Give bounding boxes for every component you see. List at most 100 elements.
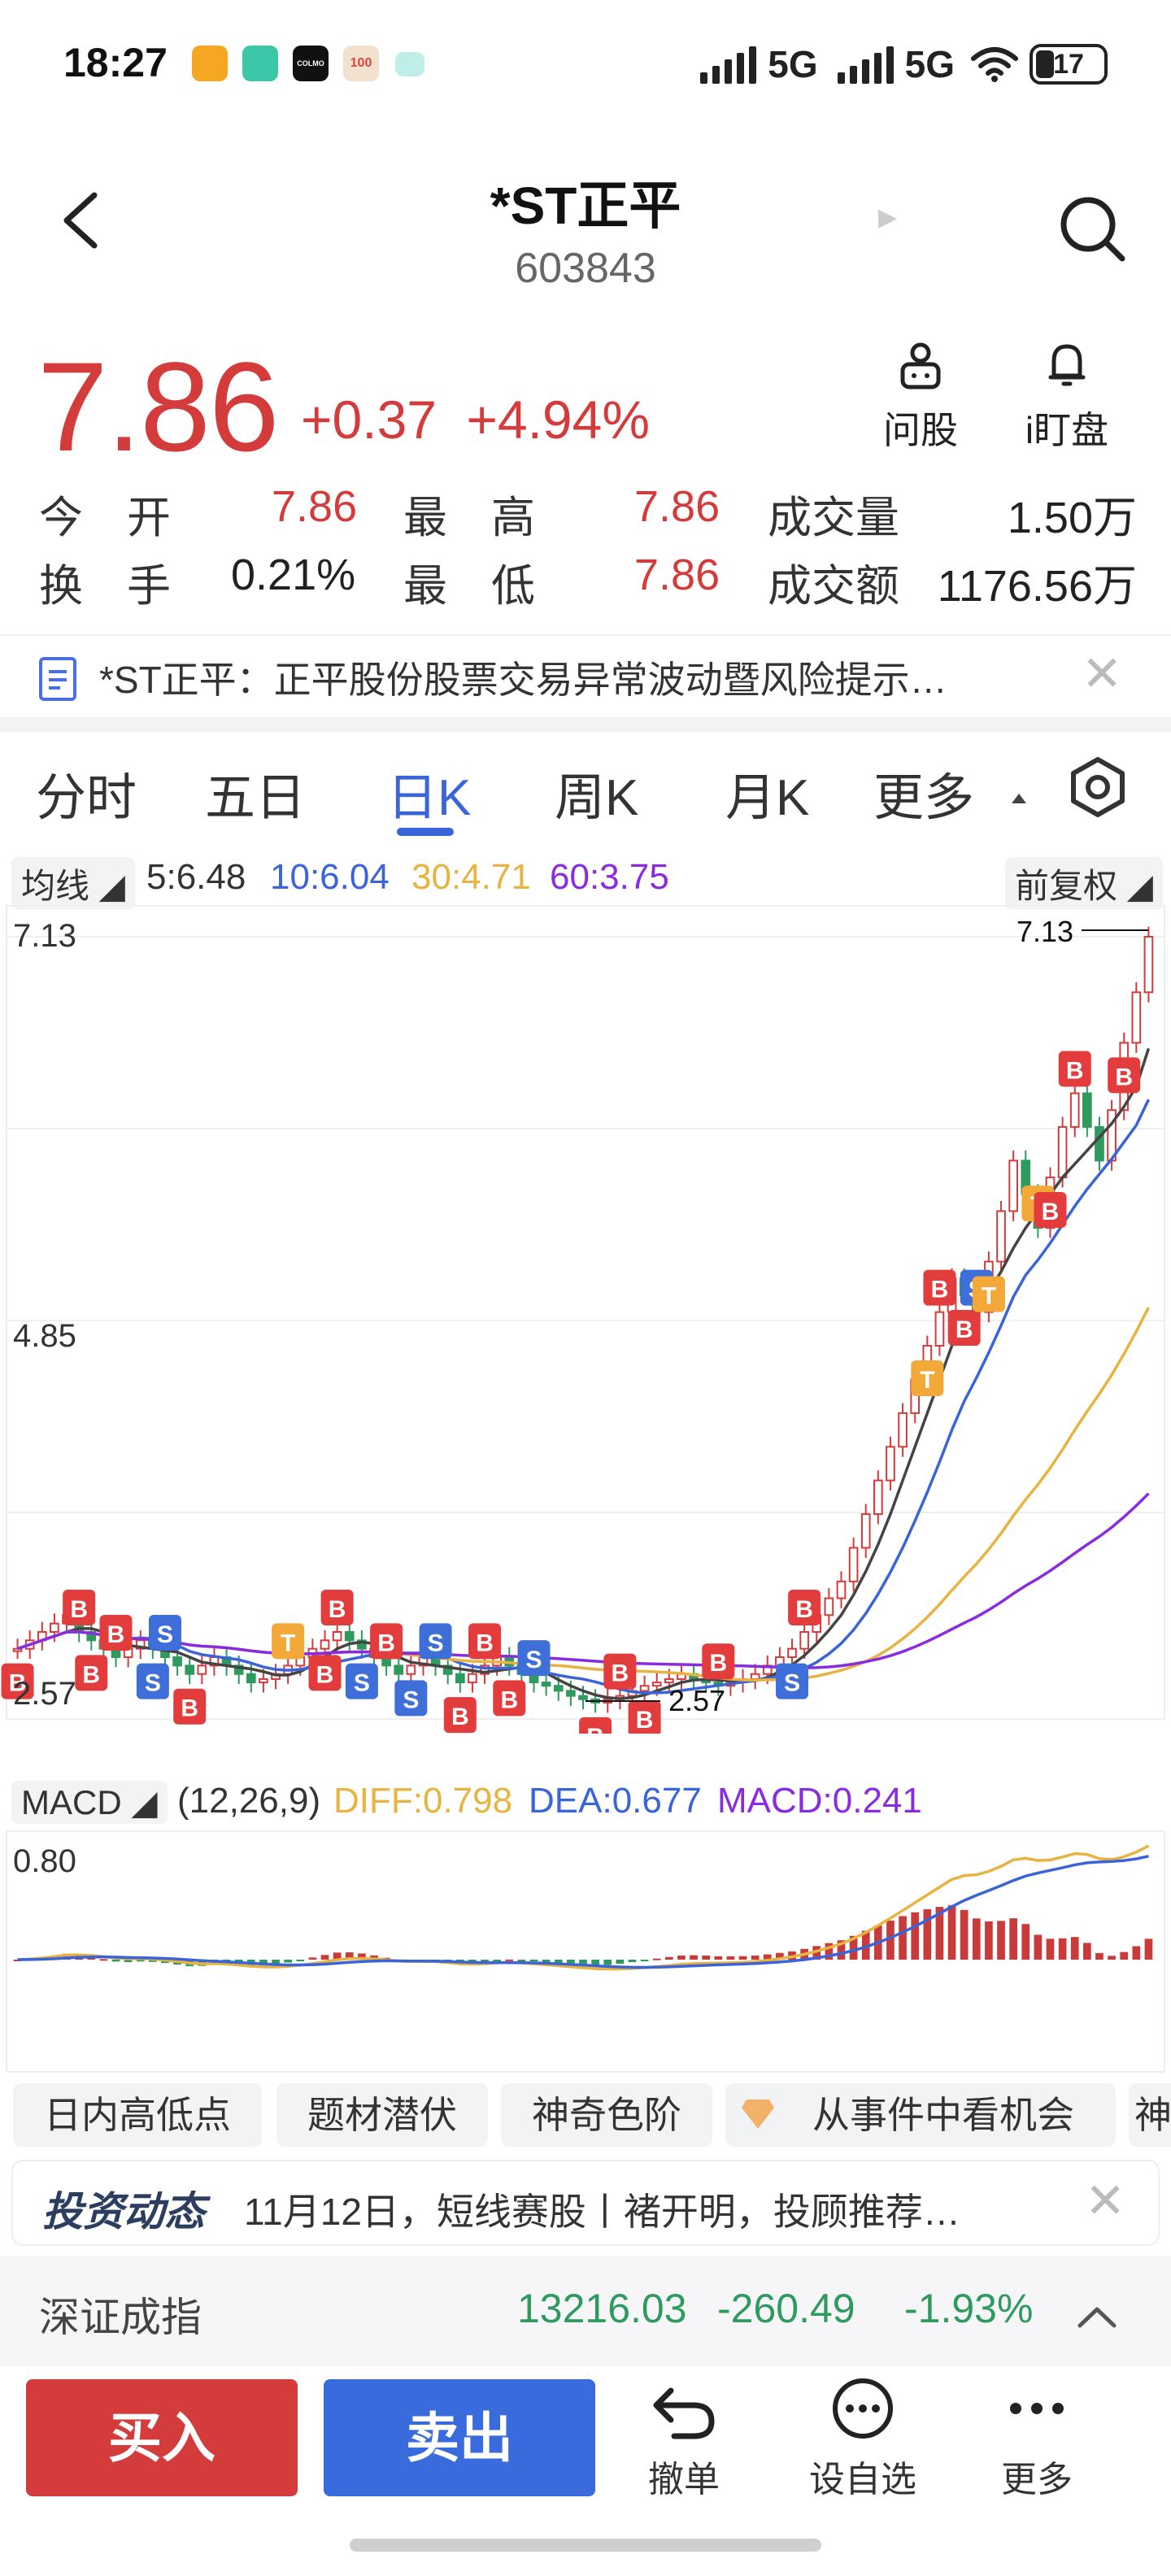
announcement-banner[interactable]: *ST正平：正平股份股票交易异常波动暨风险提示… ✕: [0, 634, 1171, 717]
buy-button[interactable]: 买入: [26, 2379, 298, 2496]
macd-bar: [726, 1956, 735, 1960]
macd-bar: [149, 1960, 157, 1962]
trade-marker: [776, 1663, 809, 1699]
adjust-selector[interactable]: 前复权 ◢: [1005, 857, 1163, 910]
candle: [455, 1673, 465, 1684]
candle: [1008, 1160, 1018, 1212]
x-axis-start: 2025-06-23: [13, 1728, 180, 1734]
chip-color-scale[interactable]: 神奇色阶: [501, 2083, 712, 2147]
macd-bar: [899, 1916, 907, 1960]
macd-bar: [554, 1960, 563, 1964]
trade-marker: [1, 1663, 34, 1699]
trade-marker: [911, 1360, 944, 1397]
macd-bar: [1108, 1956, 1116, 1960]
candle: [1131, 991, 1142, 1044]
tab-daily-k[interactable]: 日K: [387, 770, 472, 826]
candle: [787, 1647, 797, 1659]
cancel-order-button[interactable]: 撤单: [623, 2376, 745, 2502]
trade-marker-label: B: [709, 1650, 727, 1677]
ma5-value: 5:6.48: [146, 857, 246, 897]
tab-five-day[interactable]: 五日: [205, 770, 307, 826]
trade-marker: [75, 1655, 108, 1691]
chip-more[interactable]: 神: [1129, 2083, 1171, 2147]
macd-bar: [812, 1946, 821, 1960]
tab-intraday[interactable]: 分时: [36, 770, 137, 826]
trade-marker: [63, 1589, 96, 1625]
more-button[interactable]: 更多: [976, 2376, 1098, 2502]
index-ticker[interactable]: 深证成指 13216.03 -260.49 -1.93%: [0, 2265, 1171, 2366]
price-change: +0.37 +4.94%: [301, 389, 650, 450]
macd-bar: [542, 1960, 551, 1963]
candle: [406, 1664, 416, 1675]
candle: [320, 1639, 330, 1650]
trade-marker-label: B: [70, 1596, 88, 1623]
ma-line: [16, 1492, 1150, 1669]
candle: [233, 1664, 244, 1675]
add-watchlist-button[interactable]: 设自选: [802, 2376, 924, 2502]
trade-marker: [468, 1623, 502, 1660]
candle: [197, 1664, 207, 1675]
candle: [566, 1690, 576, 1697]
chip-theme[interactable]: 题材潜伏: [276, 2083, 488, 2147]
macd-bar: [1132, 1946, 1141, 1960]
ma-legend: 均线 ◢ 5:6.48 10:6.04 30:4.71 60:3.75 前复权 …: [0, 851, 1171, 910]
macd-bar: [825, 1943, 834, 1960]
trade-marker: [972, 1276, 1005, 1312]
macd-bar: [714, 1956, 723, 1960]
ask-stock-button[interactable]: 问股: [855, 338, 986, 455]
tab-weekly-k[interactable]: 周K: [555, 770, 639, 826]
trade-marker: [1034, 1192, 1067, 1229]
trade-marker: [320, 1589, 354, 1625]
trade-marker-label: B: [1042, 1199, 1060, 1225]
candle: [442, 1664, 453, 1675]
macd-bar: [702, 1955, 711, 1960]
close-icon[interactable]: ✕: [1085, 2174, 1126, 2228]
candle: [886, 1446, 895, 1482]
candle: [873, 1479, 883, 1516]
trade-marker: [628, 1700, 661, 1734]
trade-marker-label: T: [982, 1283, 996, 1310]
tab-monthly-k[interactable]: 月K: [725, 770, 810, 826]
more-circle-icon: [833, 2378, 893, 2439]
indicator-selector[interactable]: MACD ◢: [11, 1781, 168, 1824]
chevron-right-icon[interactable]: ▶: [878, 204, 898, 231]
candle: [860, 1513, 871, 1549]
macd-bar: [284, 1960, 292, 1963]
chevron-up-icon[interactable]: [1077, 2304, 1117, 2329]
trade-marker: [308, 1655, 342, 1691]
macd-bar: [1120, 1952, 1129, 1960]
diamond-icon: [742, 2100, 774, 2129]
macd-bar: [616, 1960, 625, 1965]
kline-chart[interactable]: BBBBSSBTBBSBSSBBBSBBBBSBTBBSTTBBB 7.13 4…: [0, 904, 1171, 1734]
change-amount: +0.37: [301, 389, 437, 450]
invest-news-banner[interactable]: 投资动态 11月12日，短线赛股丨褚开明，投顾推荐… ✕: [11, 2160, 1160, 2246]
macd-bar: [1083, 1943, 1091, 1960]
macd-bar: [640, 1960, 649, 1961]
sell-button[interactable]: 卖出: [324, 2379, 595, 2496]
search-icon[interactable]: [1056, 192, 1129, 265]
chip-intraday-high-low[interactable]: 日内高低点: [13, 2083, 262, 2147]
macd-bar: [517, 1960, 526, 1961]
trade-marker-label: B: [1115, 1064, 1133, 1090]
macd-bar: [947, 1905, 956, 1960]
chip-events[interactable]: 从事件中看机会: [725, 2083, 1116, 2147]
close-icon[interactable]: ✕: [1082, 646, 1123, 701]
macd-bar: [358, 1953, 366, 1960]
macd-bar: [333, 1952, 342, 1960]
ma-line: [16, 1307, 1150, 1682]
tab-more[interactable]: 更多: [873, 770, 975, 826]
macd-bar: [861, 1930, 870, 1960]
dropdown-icon: [1012, 794, 1026, 803]
macd-bar: [628, 1960, 637, 1963]
watch-market-button[interactable]: i盯盘: [1002, 338, 1132, 455]
macd-bar: [111, 1960, 120, 1962]
macd-chart[interactable]: 0.80: [0, 1830, 1171, 2073]
macd-bar: [652, 1958, 661, 1960]
ma-selector[interactable]: 均线 ◢: [11, 857, 135, 910]
back-icon[interactable]: [59, 192, 104, 249]
trade-marker-label: B: [107, 1621, 125, 1648]
macd-bar: [1046, 1939, 1055, 1960]
trade-marker: [419, 1623, 452, 1660]
macd-bar: [13, 1960, 22, 1961]
settings-icon[interactable]: [1065, 755, 1130, 820]
